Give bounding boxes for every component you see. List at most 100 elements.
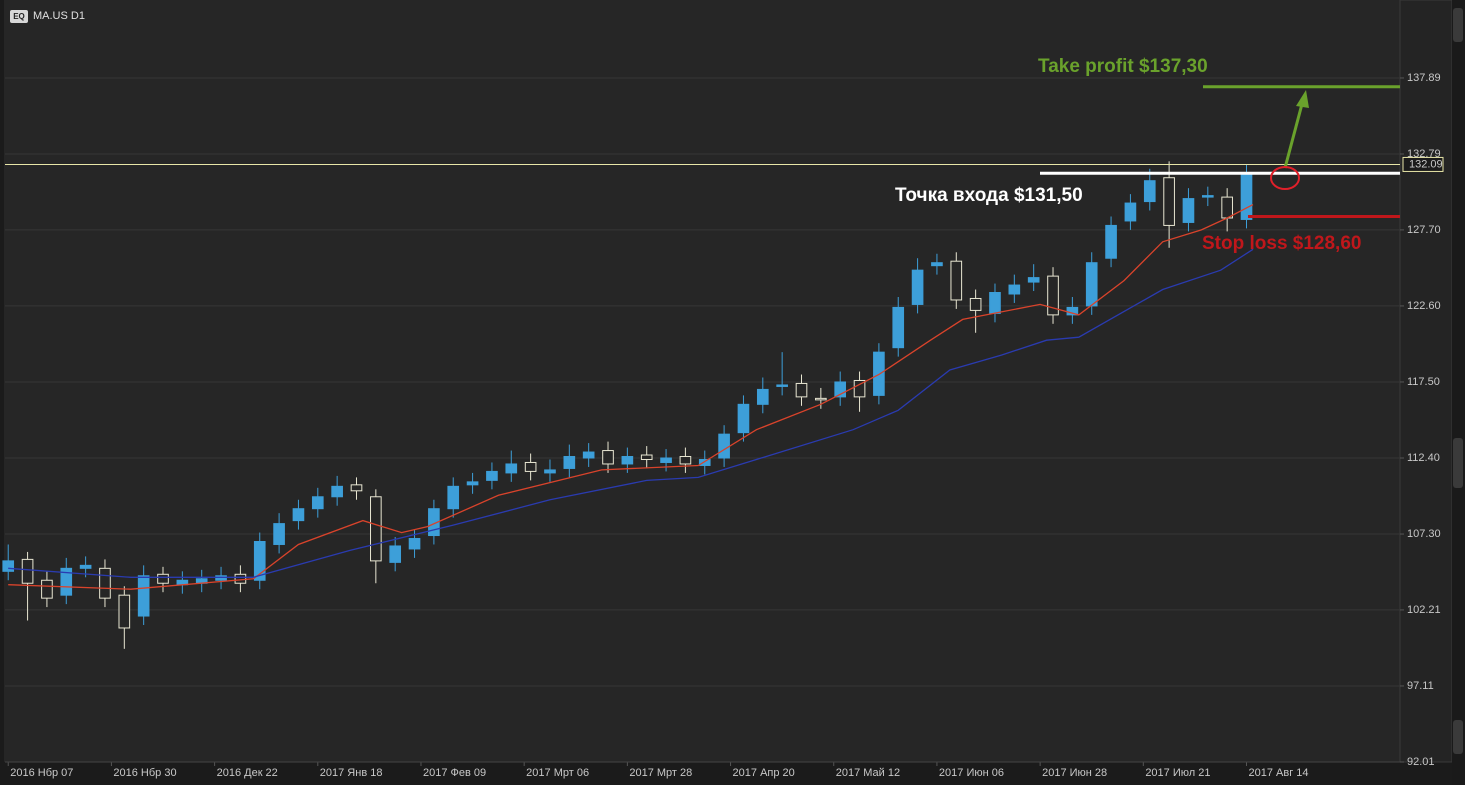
candle-body <box>292 508 305 522</box>
scrollbar <box>1452 0 1465 785</box>
symbol-badge-box <box>10 10 28 23</box>
candle-body <box>486 470 498 481</box>
candle-body <box>1221 196 1233 219</box>
candle-body <box>1047 275 1059 316</box>
candle-body <box>989 292 1001 314</box>
candle-body <box>1240 172 1253 220</box>
x-tick-label: 2017 Апр 20 <box>733 767 795 779</box>
candle-body <box>911 269 924 305</box>
y-tick-label: 117.50 <box>1407 376 1440 388</box>
base-layer <box>5 77 1404 766</box>
y-tick-label: 107.30 <box>1407 528 1441 540</box>
candle-body <box>602 450 614 465</box>
candle-body <box>21 558 34 584</box>
x-tick-label: 2017 Май 12 <box>836 767 900 779</box>
scroll-handle[interactable] <box>1453 438 1463 488</box>
candle-body <box>118 594 131 629</box>
candle-body <box>737 403 750 434</box>
candle-body <box>834 381 847 398</box>
y-tick-label: 97.11 <box>1407 680 1434 692</box>
y-tick-label: 137.89 <box>1407 72 1441 84</box>
candle-body <box>621 456 634 465</box>
y-axis-area <box>1399 0 1453 763</box>
candle-body <box>41 579 53 599</box>
candle-body <box>698 458 711 466</box>
x-tick-label: 2016 Нбр 30 <box>113 767 176 779</box>
scroll-handle[interactable] <box>1453 720 1463 754</box>
x-tick-label: 2016 Дек 22 <box>217 767 278 779</box>
y-tick-label: 127.70 <box>1407 224 1441 236</box>
x-tick-label: 2017 Июн 28 <box>1042 767 1107 779</box>
last-price-tag: 132.09 <box>1409 158 1443 170</box>
candle-body <box>931 262 943 267</box>
candle-body <box>447 485 460 510</box>
candle-body <box>2 560 15 572</box>
candle-body <box>795 382 808 398</box>
candle-body <box>389 545 402 563</box>
candle-body <box>756 388 769 405</box>
target-arrow-head <box>1296 90 1309 108</box>
candle-body <box>892 306 905 349</box>
candle-body <box>408 538 421 550</box>
candle-body <box>466 481 479 486</box>
candle-body <box>853 379 866 398</box>
symbol-title: MA.US D1 <box>33 10 85 22</box>
x-tick-label: 2017 Июл 21 <box>1145 767 1210 779</box>
candle-body <box>1085 262 1098 307</box>
candle-body <box>428 508 440 537</box>
candle-body <box>1124 202 1137 222</box>
candle-body <box>640 454 653 460</box>
candle-body <box>544 469 556 474</box>
scroll-handle[interactable] <box>1453 8 1463 42</box>
candle-body <box>157 573 169 584</box>
candle-body <box>776 384 788 387</box>
candle-body <box>969 297 982 311</box>
candle-body <box>1027 277 1040 283</box>
marks-layer <box>2 85 1400 649</box>
candle-body <box>1201 195 1214 198</box>
candle-body <box>1163 177 1175 226</box>
y-tick-label: 112.40 <box>1407 452 1440 464</box>
symbol-badge: EQ <box>13 12 25 21</box>
target-arrow <box>1283 103 1304 169</box>
plot-area <box>4 0 1400 762</box>
x-tick-label: 2016 Нбр 07 <box>10 767 73 779</box>
candle-body <box>137 575 150 617</box>
candle-body <box>718 433 730 459</box>
moving-average-line <box>8 248 1254 578</box>
candle-body <box>582 451 595 459</box>
candle-body <box>234 573 247 584</box>
candle-body <box>273 523 285 545</box>
candle-body <box>505 463 518 474</box>
candle-body <box>331 485 343 498</box>
candle-body <box>679 456 692 465</box>
candle-body <box>1143 180 1156 203</box>
last-price-tag-box <box>1402 156 1444 172</box>
moving-average-line <box>8 204 1254 590</box>
level-label: Stop loss $128,60 <box>1202 233 1361 254</box>
y-tick-label: 132.79 <box>1407 148 1441 160</box>
x-tick-label: 2017 Июн 06 <box>939 767 1004 779</box>
x-tick-label: 2017 Мрт 28 <box>629 767 692 779</box>
candle-body <box>524 461 537 472</box>
candle-body <box>563 456 576 469</box>
candle-body <box>350 484 363 492</box>
candle-body <box>370 496 382 562</box>
y-tick-label: 92.01 <box>1407 756 1435 768</box>
candle-body <box>253 540 266 581</box>
candle-body <box>1105 224 1117 259</box>
candle-body <box>311 496 324 510</box>
candle-body <box>660 457 672 463</box>
x-tick-label: 2017 Янв 18 <box>320 767 383 779</box>
x-tick-label: 2017 Мрт 06 <box>526 767 589 779</box>
overlay-layer: EQ MA.US D1 92.01 97.11 102.21 107.30 112.40… <box>10 10 1444 779</box>
level-label: Точка входа $131,50 <box>895 185 1083 206</box>
entry-circle <box>1270 166 1300 190</box>
level-label: Take profit $137,30 <box>1038 56 1208 77</box>
candle-body <box>950 260 963 301</box>
x-tick-label: 2017 Фев 09 <box>423 767 486 779</box>
candle-body <box>60 567 73 596</box>
candle-body <box>215 575 227 581</box>
candle-body <box>815 397 827 401</box>
